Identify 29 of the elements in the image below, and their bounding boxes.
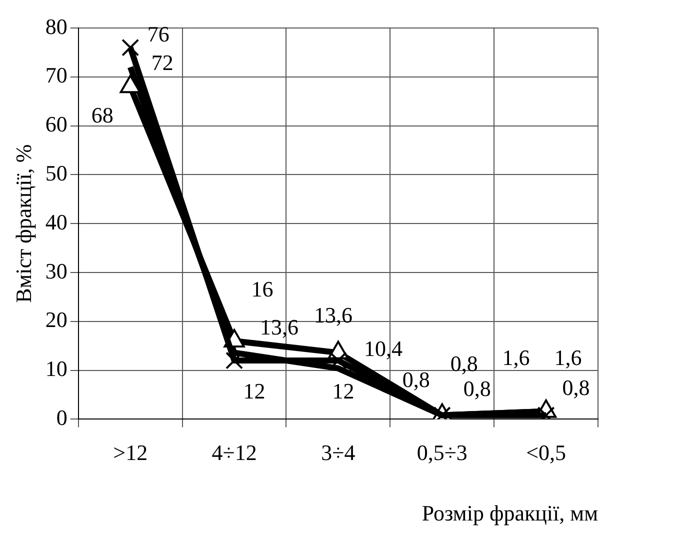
y-tick-label: 40: [45, 209, 68, 234]
data-label: 0,8: [463, 376, 491, 402]
data-label: 1,6: [554, 345, 582, 370]
x-tick-label: 0,5÷3: [416, 440, 468, 466]
y-tick-label: 70: [45, 62, 68, 88]
data-label: 76: [147, 21, 170, 46]
data-label: 0,8: [402, 367, 430, 392]
data-label: 0,8: [562, 375, 590, 400]
data-label: 13,6: [314, 302, 352, 328]
data-label: 68: [91, 102, 114, 128]
data-label: 1,6: [502, 345, 530, 370]
data-label: 12: [332, 378, 354, 404]
data-label: 16: [251, 276, 274, 302]
data-label: 0,8: [450, 351, 478, 376]
x-tick-label: 4÷12: [212, 440, 257, 466]
y-tick-label: 30: [45, 258, 68, 284]
data-label: 72: [151, 50, 174, 75]
data-label: 12: [243, 378, 266, 404]
x-tick-label: <0,5: [526, 440, 566, 466]
y-tick-label: 80: [45, 14, 68, 39]
y-tick-label: 50: [45, 160, 68, 186]
y-axis-title: Вміст фракції, %: [10, 144, 36, 303]
y-tick-label: 20: [45, 307, 68, 332]
x-tick-label: >12: [113, 440, 148, 466]
x-tick-label: 3÷4: [321, 440, 356, 466]
y-tick-label: 0: [56, 404, 68, 430]
y-tick-label: 10: [45, 356, 68, 382]
y-tick-label: 60: [45, 112, 68, 137]
x-axis-title: Розмір фракції, мм: [422, 500, 598, 526]
